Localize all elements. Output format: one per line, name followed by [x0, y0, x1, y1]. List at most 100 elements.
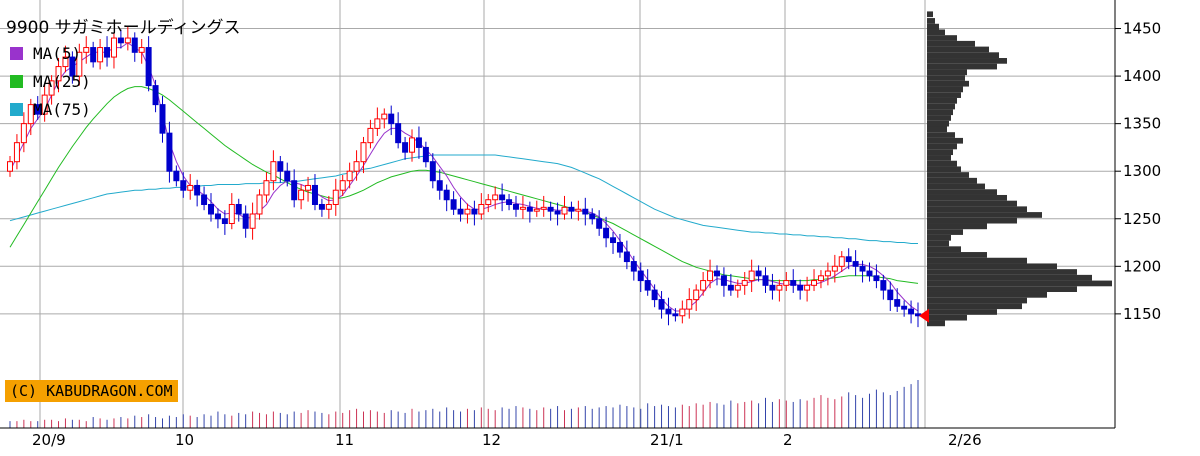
candle-body-65 [457, 208, 464, 215]
legend-label-ma25: MA(25) [33, 72, 91, 91]
profile-bar-6 [927, 46, 989, 53]
legend-swatch-ma25 [10, 75, 23, 88]
candle-body-87 [610, 237, 617, 244]
x-tick-label-2: 11 [335, 431, 354, 449]
profile-bar-5 [927, 40, 975, 47]
x-tick-label-4: 21/1 [650, 431, 684, 449]
candle-body-113 [790, 280, 797, 286]
candle-body-89 [623, 251, 630, 263]
profile-bar-50 [927, 297, 1027, 304]
candle-body-128 [894, 299, 901, 307]
candle-body-45 [318, 203, 325, 210]
candle-body-96 [672, 313, 679, 317]
candle-body-78 [547, 206, 554, 212]
candle-body-112 [783, 280, 790, 286]
candle-body-51 [360, 142, 367, 163]
profile-bar-18 [927, 115, 951, 121]
candle-body-64 [450, 199, 457, 210]
profile-bar-20 [927, 126, 947, 133]
candle-body-127 [887, 289, 894, 301]
candle-body-30 [214, 213, 221, 220]
profile-bar-1 [927, 18, 935, 24]
y-tick-label-6: 1150 [1123, 305, 1161, 323]
candle-body-115 [804, 284, 811, 291]
ma75-line [9, 154, 918, 244]
candle-body-95 [665, 308, 672, 315]
candle-body-71 [499, 194, 506, 201]
profile-bar-48 [927, 286, 1077, 292]
legend-label-ma5: MA(5) [33, 44, 82, 63]
candle-body-73 [512, 203, 519, 210]
candle-body-25 [180, 180, 187, 191]
candle-body-76 [533, 208, 540, 212]
profile-bar-52 [927, 309, 997, 315]
candle-body-84 [589, 213, 596, 220]
candle-body-91 [637, 270, 644, 282]
candle-body-97 [679, 308, 686, 317]
profile-bar-53 [927, 314, 967, 321]
profile-bar-31 [927, 189, 997, 195]
candle-body-22 [159, 104, 166, 134]
candle-body-107 [748, 270, 755, 282]
profile-bar-28 [927, 172, 969, 178]
candle-body-41 [291, 180, 298, 201]
profile-bar-44 [927, 263, 1057, 270]
candle-body-117 [817, 275, 824, 282]
axes [0, 0, 1116, 429]
x-tick-label-5: 2 [783, 431, 793, 449]
candle-body-83 [582, 208, 589, 215]
candle-body-104 [727, 284, 734, 291]
candle-body-31 [221, 218, 228, 225]
candle-body-93 [651, 289, 658, 301]
candle-body-57 [402, 142, 409, 153]
profile-bar-4 [927, 35, 957, 41]
y-tick-label-0: 1450 [1123, 20, 1161, 38]
legend-item-ma25: MA(25) [10, 72, 91, 92]
candle-body-82 [575, 208, 582, 212]
candle-body-4 [34, 104, 41, 115]
candle-body-13 [97, 47, 104, 63]
legend-item-ma5: MA(5) [10, 44, 81, 64]
candle-body-2 [20, 123, 27, 144]
candle-body-24 [173, 170, 180, 182]
candle-body-102 [713, 270, 720, 277]
profile-bar-21 [927, 132, 955, 138]
profile-bar-46 [927, 274, 1092, 281]
candle-body-108 [755, 270, 762, 277]
candle-body-7 [55, 66, 62, 82]
candle-body-105 [734, 284, 741, 291]
candle-body-34 [242, 213, 249, 229]
volume-profile [927, 11, 1112, 327]
candle-body-16 [117, 37, 124, 44]
y-tick-labels: 1450 1400 1350 1300 1250 1200 1150 [1115, 20, 1161, 323]
candle-body-6 [48, 80, 55, 96]
ma25-line [9, 86, 919, 284]
profile-bar-33 [927, 200, 1017, 207]
legend-label-ma75: MA(75) [33, 100, 91, 119]
candle-body-18 [131, 37, 138, 53]
candle-body-1 [13, 142, 20, 163]
profile-bar-54 [927, 320, 945, 327]
candle-body-52 [367, 127, 374, 144]
candle-body-42 [298, 189, 305, 201]
profile-bar-2 [927, 23, 939, 30]
candle-body-100 [700, 280, 707, 291]
candle-body-109 [762, 275, 769, 286]
candle-body-9 [69, 56, 76, 77]
profile-bar-22 [927, 137, 963, 144]
last-price-marker [919, 308, 929, 323]
profile-bar-30 [927, 183, 985, 190]
y-tick-label-3: 1300 [1123, 162, 1161, 180]
candle-body-12 [90, 47, 97, 63]
candle-body-110 [769, 284, 776, 291]
candle-body-119 [831, 265, 838, 272]
x-tick-label-1: 10 [175, 431, 194, 449]
candle-body-70 [492, 194, 499, 201]
last-price-triangle [919, 308, 929, 323]
candle-body-130 [908, 308, 915, 315]
candle-body-121 [845, 256, 852, 263]
candle-body-103 [720, 275, 727, 286]
candle-body-5 [41, 94, 48, 115]
legend-item-ma75: MA(75) [10, 100, 91, 120]
